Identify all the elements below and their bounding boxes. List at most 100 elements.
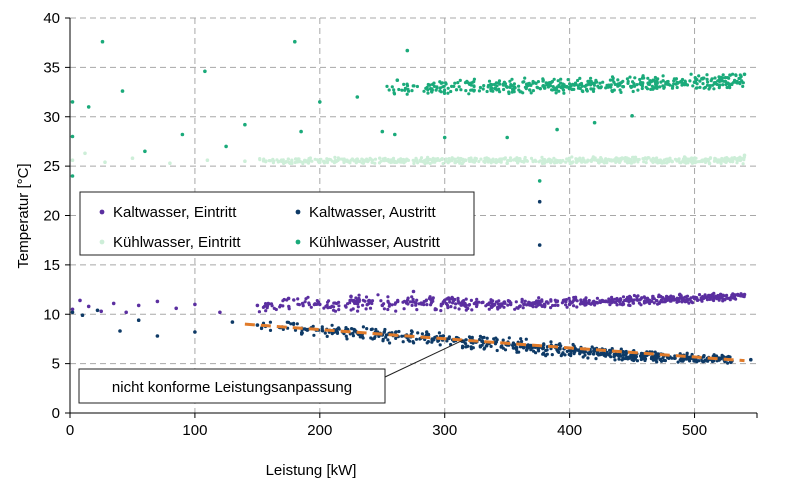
data-point: [470, 158, 474, 162]
data-point: [449, 305, 453, 309]
data-point: [487, 79, 492, 83]
data-point: [661, 84, 665, 88]
data-point: [393, 160, 397, 164]
data-point: [427, 157, 431, 162]
data-point: [671, 84, 675, 88]
data-point: [623, 156, 628, 160]
data-point: [553, 303, 557, 307]
data-point: [441, 161, 445, 166]
data-point: [507, 90, 511, 94]
data-point: [707, 295, 711, 299]
trend-line: [244, 322, 745, 363]
data-point: [424, 86, 428, 90]
data-point: [616, 78, 620, 82]
data-point: [630, 354, 634, 359]
data-point: [510, 77, 514, 81]
data-point: [586, 159, 590, 163]
data-point: [556, 303, 560, 307]
data-point: [513, 86, 517, 90]
data-point: [444, 81, 448, 85]
data-point: [536, 80, 541, 84]
data-point: [517, 84, 521, 88]
data-point: [608, 159, 612, 163]
data-point: [532, 349, 536, 353]
data-point: [584, 296, 588, 300]
data-point: [617, 160, 622, 164]
data-point: [613, 358, 617, 362]
y-tick-label: 5: [52, 356, 60, 373]
data-point: [321, 159, 326, 163]
data-point: [489, 344, 493, 348]
data-point: [666, 79, 670, 84]
data-point: [457, 307, 461, 311]
data-point: [348, 299, 352, 303]
data-point: [564, 160, 568, 164]
data-point: [451, 301, 455, 305]
data-point: [344, 326, 348, 330]
data-point: [572, 83, 577, 87]
data-point: [452, 84, 456, 88]
data-point: [70, 158, 75, 162]
data-point: [735, 79, 739, 83]
data-point: [292, 298, 296, 302]
data-point: [637, 157, 641, 162]
data-point: [572, 298, 576, 303]
data-point: [447, 159, 451, 163]
data-point: [730, 156, 734, 160]
data-point: [596, 159, 601, 163]
data-point: [501, 346, 505, 350]
data-point: [459, 88, 463, 92]
data-point: [507, 336, 511, 340]
data-point: [546, 301, 550, 305]
data-point: [454, 88, 459, 92]
data-point: [357, 299, 361, 303]
data-point: [453, 161, 457, 165]
data-point: [592, 352, 596, 356]
data-point: [619, 90, 623, 94]
data-point: [410, 303, 414, 307]
data-point: [551, 303, 555, 308]
data-point: [639, 357, 643, 362]
data-point: [520, 159, 524, 164]
data-point: [99, 309, 103, 314]
data-point: [136, 318, 141, 323]
data-point: [570, 161, 574, 165]
data-point: [262, 157, 266, 161]
data-point: [306, 295, 310, 299]
data-point: [402, 299, 407, 303]
data-point: [528, 301, 532, 305]
data-point: [658, 85, 662, 89]
data-point: [355, 157, 360, 161]
data-point: [402, 82, 406, 86]
data-point: [440, 157, 444, 161]
data-point: [433, 159, 437, 163]
data-point: [665, 294, 669, 298]
data-point: [265, 304, 270, 308]
data-point: [673, 356, 677, 360]
data-point: [598, 300, 603, 305]
data-point: [496, 159, 500, 163]
data-point: [645, 296, 650, 300]
data-point: [263, 304, 267, 308]
data-point: [580, 350, 584, 354]
x-axis-title: Leistung [kW]: [266, 462, 357, 479]
data-point: [410, 295, 414, 299]
data-point: [414, 156, 418, 160]
data-point: [592, 87, 596, 91]
data-point: [203, 69, 207, 74]
data-point: [711, 294, 715, 298]
data-point: [560, 301, 565, 305]
data-point: [400, 334, 404, 338]
data-point: [457, 301, 461, 305]
data-point: [365, 303, 369, 307]
data-point: [512, 82, 517, 86]
data-point: [559, 344, 563, 348]
data-point: [644, 156, 648, 160]
data-point: [467, 335, 472, 339]
data-point: [648, 301, 652, 306]
data-point: [536, 301, 541, 305]
data-point: [286, 296, 291, 301]
data-point: [477, 159, 481, 164]
data-point: [525, 346, 529, 350]
data-point: [630, 358, 634, 362]
